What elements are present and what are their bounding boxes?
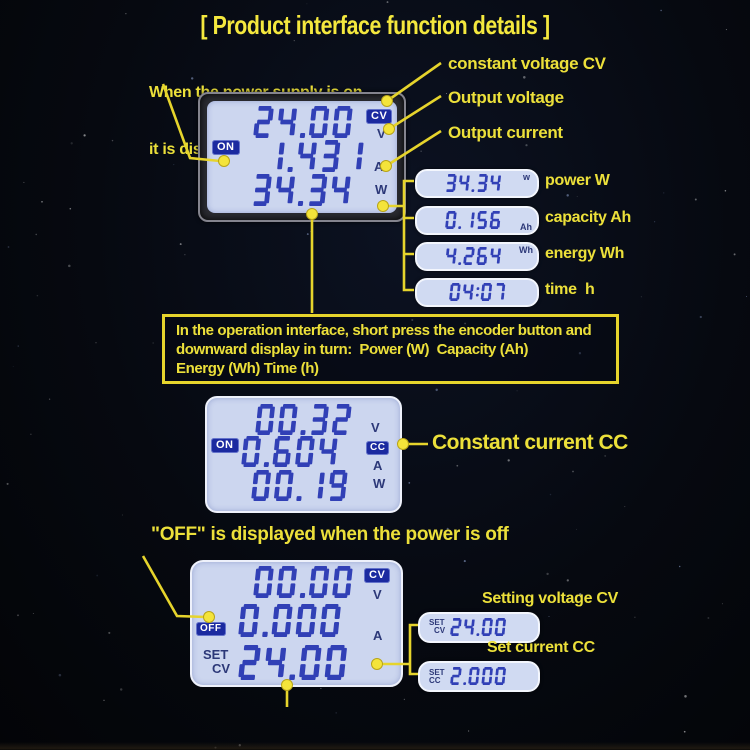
lcd-cc-screen: V ON CC A W bbox=[205, 396, 402, 513]
side-display-capacity-value bbox=[444, 211, 507, 229]
set-current-display-label: SET CC bbox=[429, 669, 445, 685]
set-label-top: SET bbox=[429, 668, 445, 677]
lcd-off-voltage-value bbox=[252, 566, 361, 598]
callout-constant-voltage: constant voltage CV bbox=[448, 54, 606, 73]
label-power: power W bbox=[545, 172, 610, 189]
lcd-off-current-unit: A bbox=[373, 628, 383, 643]
lcd-off-current-value bbox=[237, 604, 349, 637]
set-label-bottom: CC bbox=[429, 676, 441, 685]
encoder-note-line2: downward display in turn: Power (W) Capa… bbox=[176, 341, 529, 358]
lcd-main-voltage-value bbox=[252, 106, 361, 138]
lcd-cc-voltage-value bbox=[254, 404, 360, 435]
lcd-main-power-value bbox=[250, 174, 359, 206]
side-display-energy-value bbox=[444, 247, 507, 265]
label-capacity: capacity Ah bbox=[545, 209, 631, 226]
side-display-power-unit: w bbox=[522, 172, 530, 182]
set-label-top: SET bbox=[429, 618, 445, 627]
side-display-capacity: Ah bbox=[415, 206, 539, 235]
on-badge: ON bbox=[211, 438, 239, 453]
side-display-energy-unit: Wh bbox=[519, 245, 533, 255]
lcd-main-screen: CV V ON A W bbox=[207, 101, 397, 213]
encoder-note-line1: In the operation interface, short press … bbox=[176, 322, 592, 339]
lcd-main-module: CV V ON A W bbox=[198, 92, 406, 222]
cv-badge: CV bbox=[366, 109, 393, 124]
callout-set-current: Set current CC bbox=[487, 639, 595, 656]
set-current-display: SET CC bbox=[418, 661, 540, 692]
side-display-capacity-unit: Ah bbox=[520, 222, 532, 232]
on-badge: ON bbox=[212, 140, 240, 155]
cc-badge: CC bbox=[366, 441, 390, 455]
lcd-main-power-unit: W bbox=[375, 182, 388, 197]
set-voltage-display-value bbox=[449, 618, 512, 636]
side-display-power: w bbox=[415, 169, 539, 198]
encoder-note-line3: Energy (Wh) Time (h) bbox=[176, 360, 319, 377]
lcd-cc-power-value bbox=[250, 470, 356, 501]
callout-setting-voltage: Setting voltage CV bbox=[482, 590, 618, 607]
side-display-time-value bbox=[448, 283, 511, 301]
note-off: "OFF" is displayed when the power is off bbox=[151, 524, 509, 545]
lcd-cc-voltage-unit: V bbox=[371, 420, 380, 435]
lcd-main-current-value bbox=[263, 140, 372, 172]
encoder-note-box: In the operation interface, short press … bbox=[162, 314, 619, 384]
side-display-energy: Wh bbox=[415, 242, 539, 271]
callout-output-current: Output current bbox=[448, 123, 563, 142]
callout-constant-current: Constant current CC bbox=[432, 431, 628, 454]
set-label-top: SET bbox=[203, 647, 229, 662]
set-voltage-display-label: SET CV bbox=[429, 619, 445, 635]
lcd-cc-power-unit: W bbox=[373, 476, 386, 491]
set-label-bottom: CV bbox=[212, 661, 231, 676]
lcd-off-set-value bbox=[237, 645, 356, 680]
callout-output-voltage: Output voltage bbox=[448, 88, 564, 107]
label-energy: energy Wh bbox=[545, 245, 625, 262]
cv-badge: CV bbox=[364, 568, 391, 583]
lcd-main-current-unit: A bbox=[374, 159, 384, 174]
lcd-cc-current-value bbox=[240, 436, 346, 467]
page-title: [ Product interface function details ] bbox=[200, 10, 550, 40]
lcd-cc-current-unit: A bbox=[373, 458, 383, 473]
photo-bottom-edge bbox=[0, 742, 750, 750]
side-display-time bbox=[415, 278, 539, 307]
set-current-display-value bbox=[449, 667, 512, 685]
side-display-power-value bbox=[444, 174, 507, 192]
lcd-off-voltage-unit: V bbox=[373, 587, 382, 602]
lcd-off-screen: CV V OFF A SET CV bbox=[190, 560, 403, 687]
label-time: time h bbox=[545, 281, 595, 298]
lcd-off-set-label: SET CV bbox=[203, 648, 230, 675]
lcd-main-voltage-unit: V bbox=[377, 126, 386, 141]
set-label-bottom: CV bbox=[434, 626, 446, 635]
off-badge: OFF bbox=[196, 622, 226, 636]
set-voltage-display: SET CV bbox=[418, 612, 540, 643]
